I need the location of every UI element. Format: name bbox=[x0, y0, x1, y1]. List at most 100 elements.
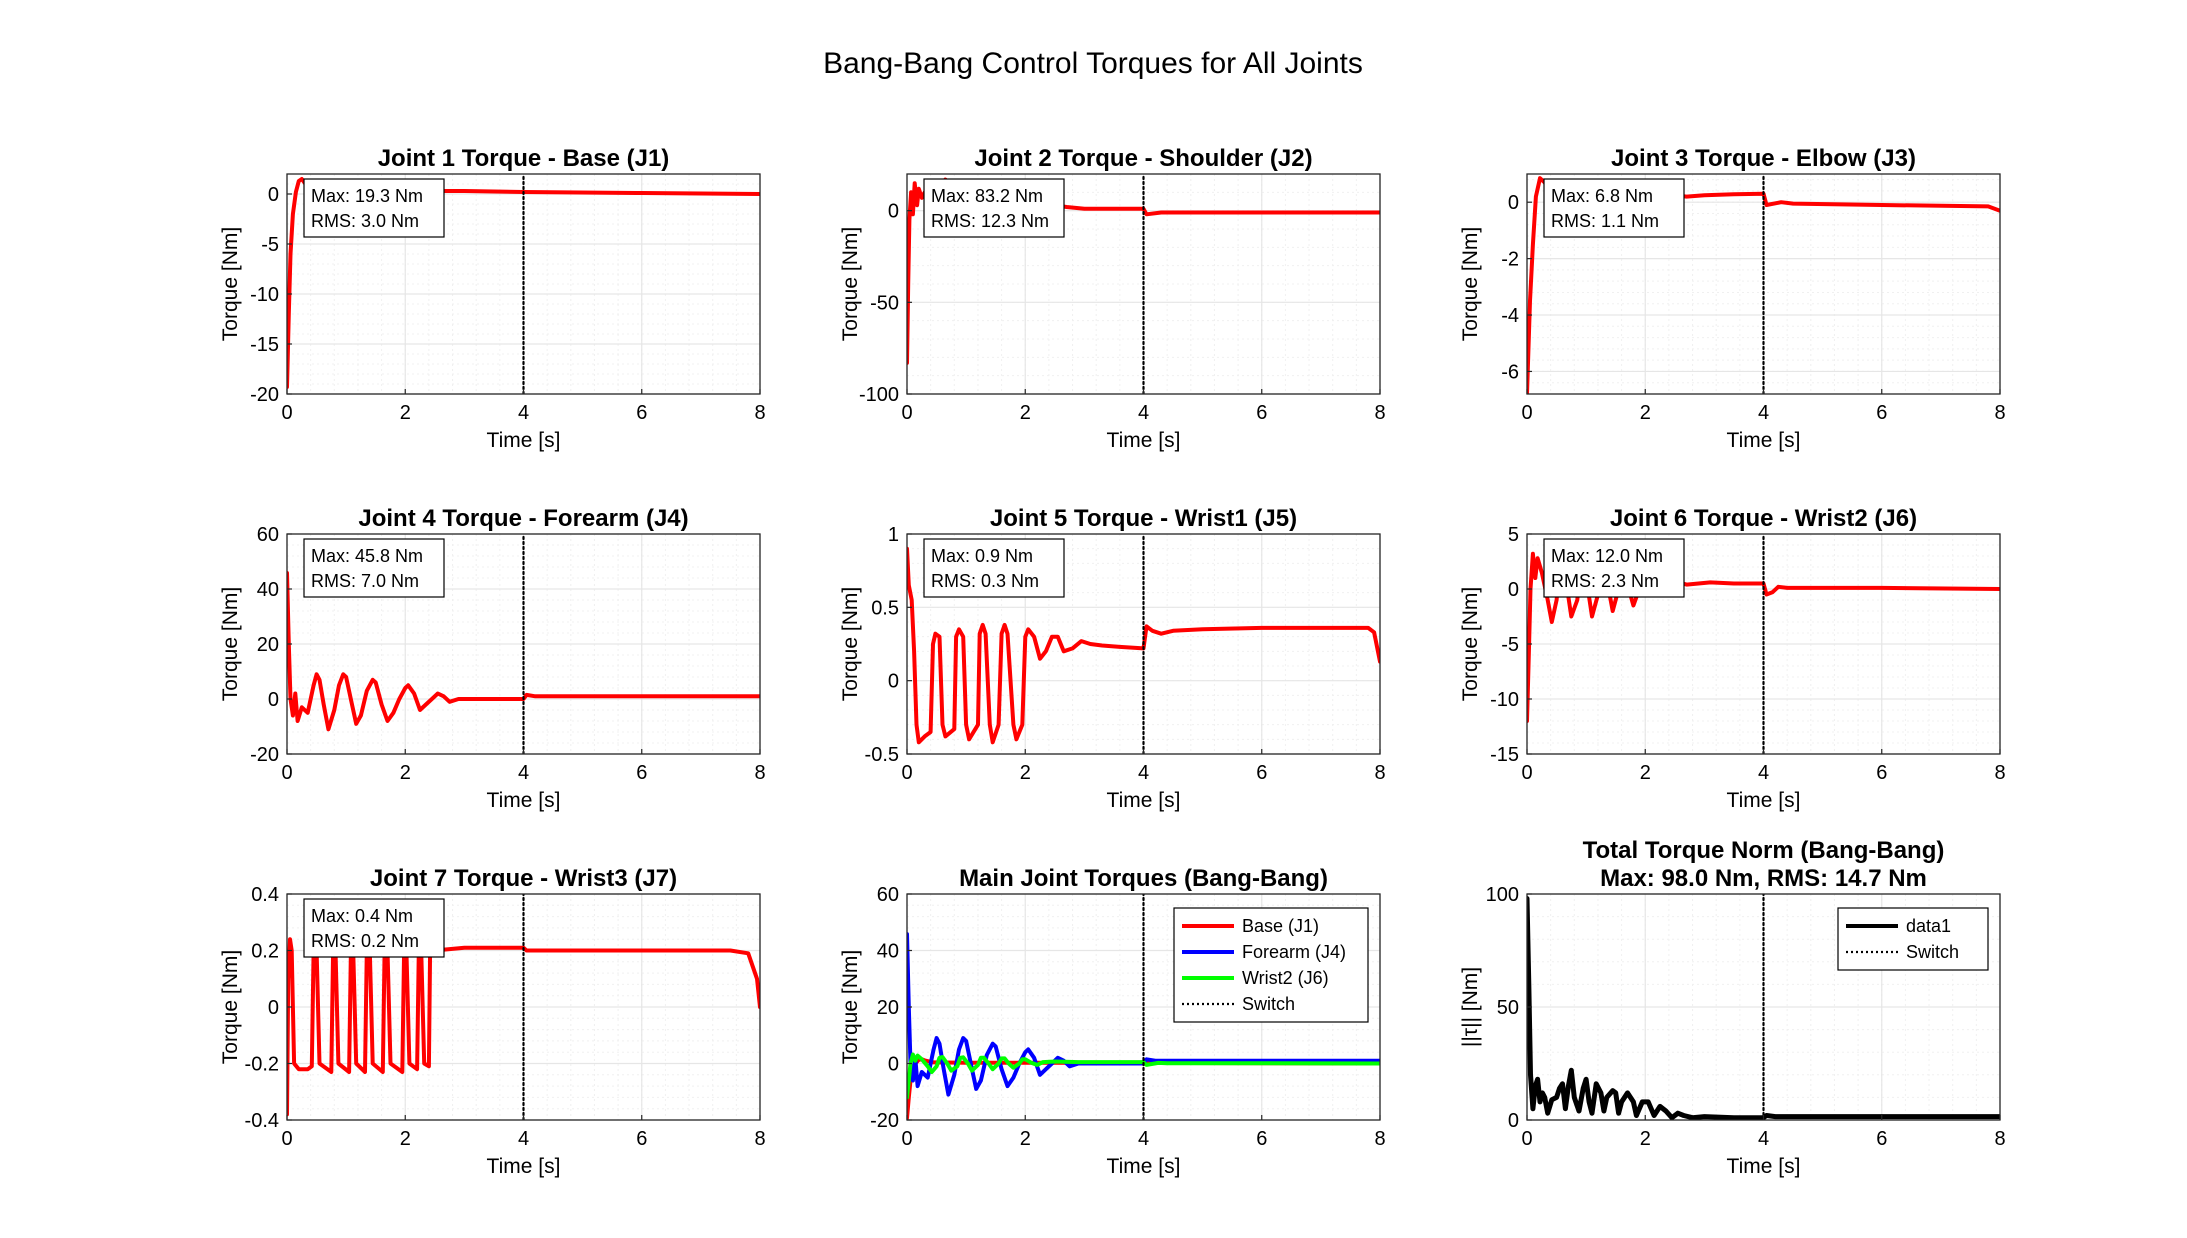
x-tick-label: 8 bbox=[754, 402, 765, 424]
y-tick-label: 0.5 bbox=[871, 597, 899, 619]
y-tick-label: 0 bbox=[1508, 192, 1519, 214]
x-tick-label: 4 bbox=[1138, 762, 1149, 784]
series-group bbox=[1527, 534, 2000, 754]
y-tick-label: -4 bbox=[1501, 305, 1519, 327]
stats-line: Max: 83.2 Nm bbox=[931, 186, 1043, 206]
y-tick-label: 0 bbox=[268, 997, 279, 1019]
x-tick-label: 2 bbox=[400, 762, 411, 784]
x-axis-label: Time [s] bbox=[1727, 1155, 1801, 1178]
series-line-j7 bbox=[287, 937, 760, 1117]
legend-label: Wrist2 (J6) bbox=[1242, 968, 1329, 988]
y-tick-label: -5 bbox=[261, 234, 279, 256]
stats-line: RMS: 2.3 Nm bbox=[1551, 571, 1659, 591]
y-tick-label: 1 bbox=[888, 524, 899, 546]
x-tick-label: 8 bbox=[1374, 1128, 1385, 1150]
x-tick-label: 0 bbox=[1521, 402, 1532, 424]
y-tick-label: -0.2 bbox=[245, 1054, 279, 1076]
x-tick-label: 8 bbox=[1374, 762, 1385, 784]
x-tick-label: 6 bbox=[1876, 1128, 1887, 1150]
x-tick-label: 4 bbox=[1138, 402, 1149, 424]
x-tick-label: 2 bbox=[1640, 402, 1651, 424]
legend-label: data1 bbox=[1906, 916, 1951, 936]
series-line-j5 bbox=[907, 546, 1380, 745]
x-tick-label: 6 bbox=[1876, 402, 1887, 424]
x-tick-label: 4 bbox=[518, 762, 529, 784]
series-line-j6 bbox=[1527, 551, 2000, 723]
x-axis-label: Time [s] bbox=[487, 429, 561, 452]
y-axis-label: Torque [Nm] bbox=[839, 587, 862, 701]
x-axis-label: Time [s] bbox=[1107, 429, 1181, 452]
x-tick-label: 0 bbox=[281, 1128, 292, 1150]
series-line-j4 bbox=[287, 571, 760, 732]
legend-label: Switch bbox=[1906, 942, 1959, 962]
series-group bbox=[287, 894, 760, 1120]
stats-line: RMS: 0.3 Nm bbox=[931, 571, 1039, 591]
x-tick-label: 4 bbox=[1758, 1128, 1769, 1150]
y-tick-label: 0 bbox=[888, 1054, 899, 1076]
y-axis-label: ||τ|| [Nm] bbox=[1459, 967, 1482, 1047]
panel-j3: 0 2 4 6 8 -6 -4 -2 0 Time [s] Torque [Nm] Joint 3 T… bbox=[1459, 145, 2006, 452]
y-tick-label: -20 bbox=[250, 744, 279, 766]
stats-line: RMS: 12.3 Nm bbox=[931, 211, 1049, 231]
x-tick-label: 4 bbox=[518, 1128, 529, 1150]
y-axis-label: Torque [Nm] bbox=[1459, 227, 1482, 341]
panel-title: Main Joint Torques (Bang-Bang) bbox=[959, 865, 1328, 892]
y-tick-label: -0.5 bbox=[865, 744, 899, 766]
y-tick-label: -15 bbox=[1490, 744, 1519, 766]
panel-title: Joint 3 Torque - Elbow (J3) bbox=[1611, 145, 1916, 172]
x-tick-label: 8 bbox=[1994, 1128, 2005, 1150]
x-axis-label: Time [s] bbox=[1107, 789, 1181, 812]
y-tick-label: 40 bbox=[257, 579, 279, 601]
x-tick-label: 6 bbox=[636, 402, 647, 424]
y-tick-label: 0 bbox=[888, 671, 899, 693]
x-tick-label: 0 bbox=[901, 402, 912, 424]
x-axis-label: Time [s] bbox=[1727, 789, 1801, 812]
stats-line: Max: 6.8 Nm bbox=[1551, 186, 1653, 206]
y-tick-label: 50 bbox=[1497, 997, 1519, 1019]
x-axis-label: Time [s] bbox=[487, 1155, 561, 1178]
x-tick-label: 4 bbox=[1138, 1128, 1149, 1150]
stats-box bbox=[303, 178, 445, 238]
panel-j1: 0 2 4 6 8 -20 -15 -10 -5 0 Time [s] Torque [Nm] Join… bbox=[219, 145, 766, 452]
y-tick-label: 40 bbox=[877, 941, 899, 963]
legend-label: Base (J1) bbox=[1242, 916, 1319, 936]
y-tick-label: 5 bbox=[1508, 524, 1519, 546]
y-tick-label: -5 bbox=[1501, 634, 1519, 656]
x-tick-label: 0 bbox=[281, 762, 292, 784]
y-tick-label: -100 bbox=[859, 384, 899, 406]
panel-title: Joint 6 Torque - Wrist2 (J6) bbox=[1610, 505, 1917, 532]
y-tick-label: -20 bbox=[870, 1110, 899, 1132]
x-tick-label: 6 bbox=[1256, 402, 1267, 424]
stats-box bbox=[1543, 178, 1685, 238]
x-tick-label: 2 bbox=[400, 402, 411, 424]
x-tick-label: 8 bbox=[754, 762, 765, 784]
y-axis-label: Torque [Nm] bbox=[839, 950, 862, 1064]
panel-title: Joint 7 Torque - Wrist3 (J7) bbox=[370, 865, 677, 892]
y-tick-label: -10 bbox=[1490, 689, 1519, 711]
panel-j6: 0 2 4 6 8 -15 -10 -5 0 5 Time [s] Torque [Nm] Joint … bbox=[1459, 505, 2006, 812]
stats-line: RMS: 3.0 Nm bbox=[311, 211, 419, 231]
x-tick-label: 8 bbox=[1374, 402, 1385, 424]
panel-title: Joint 5 Torque - Wrist1 (J5) bbox=[990, 505, 1297, 532]
x-tick-label: 2 bbox=[1640, 762, 1651, 784]
stats-line: Max: 12.0 Nm bbox=[1551, 546, 1663, 566]
legend-label: Forearm (J4) bbox=[1242, 942, 1346, 962]
series-group bbox=[907, 534, 1380, 754]
series-group bbox=[1527, 894, 2000, 1120]
y-tick-label: -20 bbox=[250, 384, 279, 406]
x-tick-label: 0 bbox=[1521, 762, 1532, 784]
y-tick-label: 0 bbox=[1508, 1110, 1519, 1132]
stats-line: RMS: 7.0 Nm bbox=[311, 571, 419, 591]
y-tick-label: 60 bbox=[257, 524, 279, 546]
x-tick-label: 6 bbox=[1876, 762, 1887, 784]
x-tick-label: 2 bbox=[1020, 762, 1031, 784]
x-tick-label: 0 bbox=[901, 1128, 912, 1150]
stats-line: Max: 45.8 Nm bbox=[311, 546, 423, 566]
y-tick-label: -0.4 bbox=[245, 1110, 279, 1132]
x-tick-label: 8 bbox=[1994, 402, 2005, 424]
x-tick-label: 6 bbox=[636, 762, 647, 784]
legend-box bbox=[1837, 907, 1989, 971]
x-tick-label: 4 bbox=[518, 402, 529, 424]
